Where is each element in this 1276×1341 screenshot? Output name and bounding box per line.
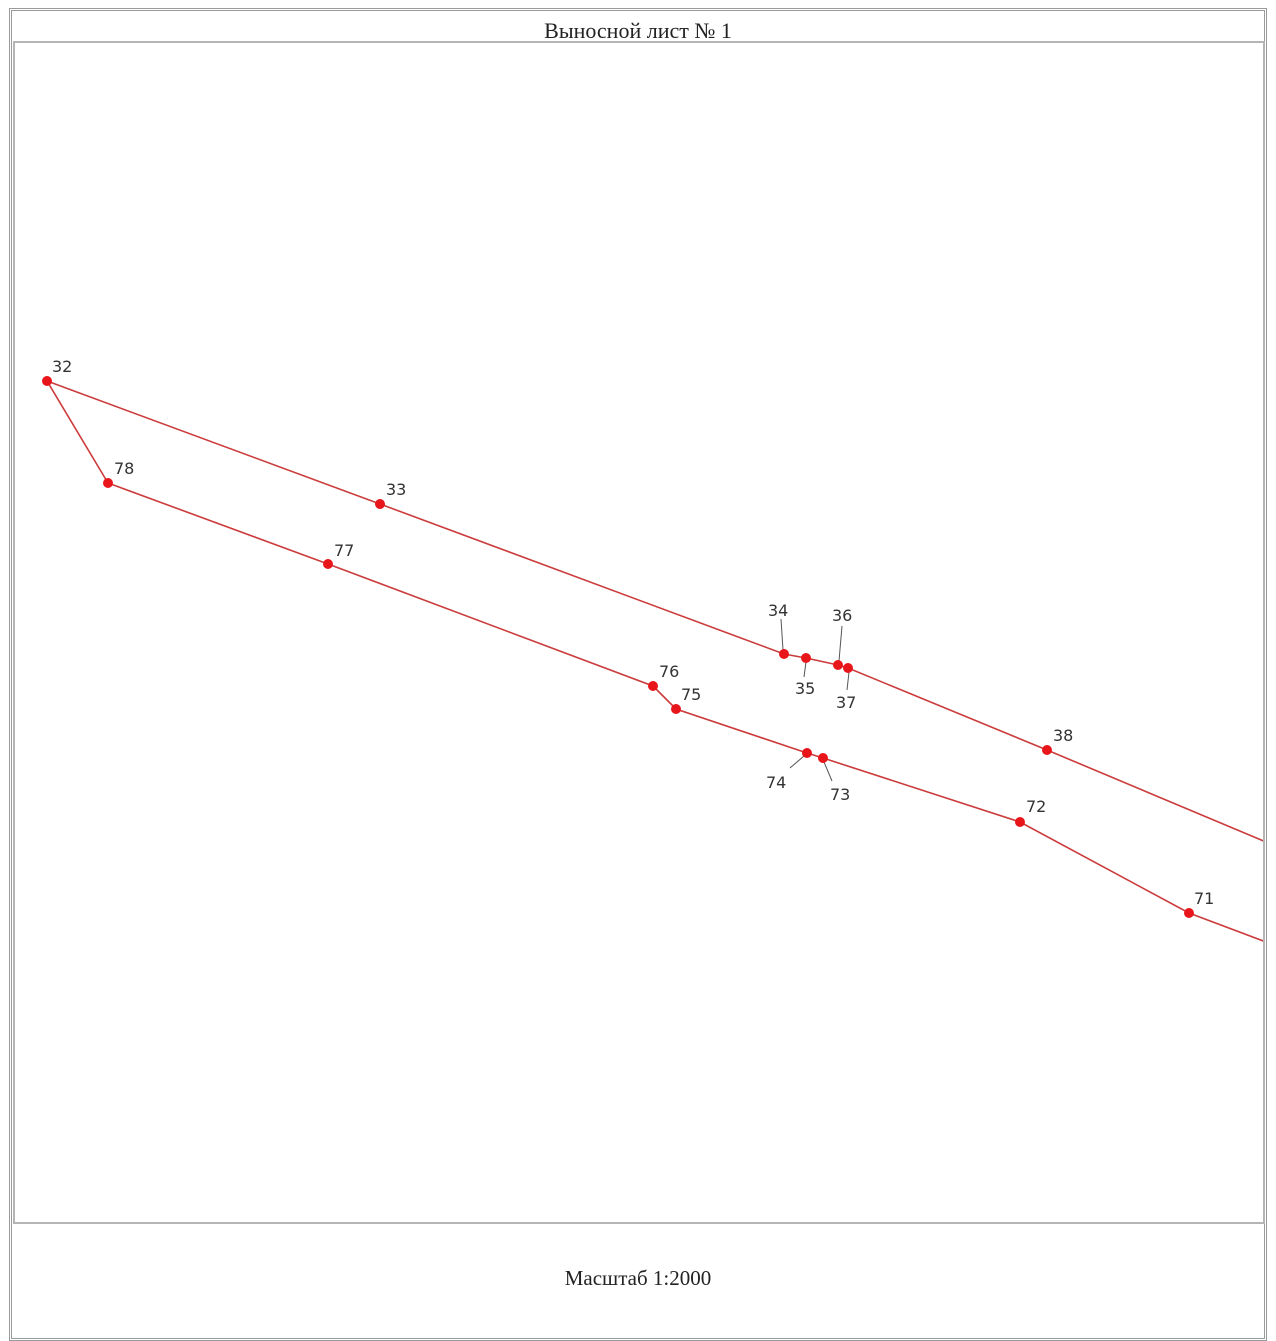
leader-line-73	[823, 761, 833, 782]
boundary-point-35	[801, 653, 811, 663]
boundary-point-76	[648, 681, 658, 691]
boundary-point-34	[779, 649, 789, 659]
scale-label: Масштаб 1:2000	[564, 1266, 712, 1290]
point-label-35: 35	[795, 679, 815, 698]
boundary-point-77	[323, 559, 333, 569]
boundary-point-38	[1042, 745, 1052, 755]
point-label-34: 34	[768, 601, 788, 620]
point-label-33: 33	[386, 480, 406, 499]
point-label-37: 37	[836, 693, 856, 712]
map-frame: 32 33 34 35 36 37 38 71 72 73 74 75 76 77 78	[13, 41, 1265, 1224]
boundary-line	[45, 379, 1263, 942]
leader-line-35	[803, 661, 807, 678]
leader-line-74	[789, 755, 805, 769]
point-label-77: 77	[334, 541, 354, 560]
point-label-76: 76	[659, 662, 679, 681]
boundary-point-72	[1015, 817, 1025, 827]
boundary-point-74	[802, 748, 812, 758]
point-label-71: 71	[1194, 889, 1214, 908]
boundary-point-73	[818, 753, 828, 763]
sheet-title: Выносной лист № 1	[544, 18, 732, 43]
boundary-point-71	[1184, 908, 1194, 918]
point-label-36: 36	[832, 606, 852, 625]
boundary-point-37	[843, 663, 853, 673]
sheet-border	[9, 8, 1267, 1341]
point-label-72: 72	[1026, 797, 1046, 816]
boundary-point-32	[42, 376, 52, 386]
leader-line-37	[846, 671, 850, 691]
boundary-point-33	[375, 499, 385, 509]
boundary-point-36	[833, 660, 843, 670]
point-label-74: 74	[766, 773, 786, 792]
point-label-78: 78	[114, 459, 134, 478]
leader-line-36	[838, 625, 843, 662]
leader-line-34	[780, 618, 784, 651]
point-label-73: 73	[830, 785, 850, 804]
point-label-75: 75	[681, 685, 701, 704]
boundary-point-75	[671, 704, 681, 714]
point-label-38: 38	[1053, 726, 1073, 745]
boundary-point-78	[103, 478, 113, 488]
point-label-32: 32	[52, 357, 72, 376]
